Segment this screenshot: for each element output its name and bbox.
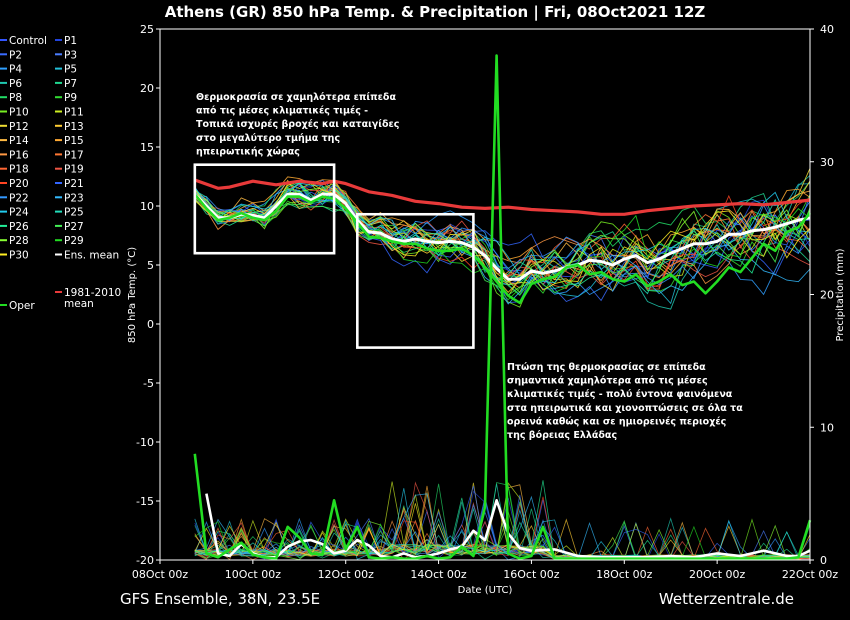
legend-label: P8 — [9, 92, 22, 104]
x-tick-label: 16Oct 00z — [503, 568, 560, 581]
y-left-tick-label: 10 — [140, 200, 154, 213]
y-left-tick-label: -5 — [143, 377, 154, 390]
legend-label: P17 — [64, 149, 84, 161]
x-tick-label: 12Oct 00z — [318, 568, 375, 581]
annotation-line: από τις μέσες κλιματικές τιμές - — [196, 106, 368, 117]
series-line — [205, 493, 811, 559]
member-precip-line — [194, 486, 811, 560]
y-left-tick-label: 0 — [147, 318, 154, 331]
annotation-text: Θερμοκρασία σε χαμηλότερα επίπεδα από τις… — [196, 92, 399, 157]
annotation-line: Τοπικά ισχυρές βροχές και καταιγίδες — [196, 119, 399, 130]
legend-label: P5 — [64, 64, 77, 76]
x-axis-label: Date (UTC) — [458, 585, 513, 596]
legend-label: Oper — [9, 300, 35, 312]
legend-label: P20 — [9, 178, 29, 190]
y-right-tick-label: 40 — [820, 23, 834, 36]
member-temp-line — [194, 182, 811, 283]
annotation-line: ηπειρωτικής χώρας — [196, 146, 300, 157]
highlight-box — [356, 212, 475, 349]
legend-label: P25 — [64, 207, 84, 219]
footer-source: GFS Ensemble, 38N, 23.5E — [120, 590, 320, 608]
y-left-tick-label: 25 — [140, 23, 154, 36]
y-left-tick-label: -20 — [136, 554, 154, 567]
footer-site: Wetterzentrale.de — [659, 590, 794, 608]
legend-label: P16 — [9, 149, 29, 161]
x-tick-label: 22Oct 00z — [782, 568, 839, 581]
annotation-line: ορεινά καθώς και σε ημιορεινές περιοχές — [507, 416, 726, 427]
plot-area — [159, 28, 812, 561]
y-left-axis-label: 850 hPa Temp. (°C) — [127, 247, 138, 343]
legend-label: P26 — [9, 221, 29, 233]
x-tick-label: 14Oct 00z — [410, 568, 467, 581]
main-series — [193, 54, 812, 561]
legend-label: P3 — [64, 49, 77, 61]
legend-label: P28 — [9, 235, 29, 247]
y-right-tick-label: 30 — [820, 156, 834, 169]
y-right-tick-label: 20 — [820, 289, 834, 302]
legend-label: P1 — [64, 35, 77, 47]
annotation-line: Θερμοκρασία σε χαμηλότερα επίπεδα — [196, 92, 396, 103]
legend-label: Control — [9, 35, 47, 47]
legend-label: P2 — [9, 49, 22, 61]
annotation-line: στο μεγαλύτερο τμήμα της — [196, 133, 340, 144]
annotations: Θερμοκρασία σε χαμηλότερα επίπεδα από τις… — [196, 92, 743, 441]
legend-label: P7 — [64, 78, 77, 90]
x-tick-label: 10Oct 00z — [225, 568, 282, 581]
series-line — [194, 178, 811, 216]
y-left-tick-label: 15 — [140, 141, 154, 154]
legend-label: P6 — [9, 78, 22, 90]
legend-label: 1981-2010 mean — [64, 287, 121, 310]
legend-label: P24 — [9, 207, 29, 219]
legend-label: P4 — [9, 64, 22, 76]
y-right-axis-label: Precipitation (mm) — [835, 248, 846, 341]
legend-label: P18 — [9, 164, 29, 176]
legend-label: P29 — [64, 235, 84, 247]
legend-label: P22 — [9, 192, 29, 204]
y-left-tick-label: 5 — [147, 259, 154, 272]
legend-label: P27 — [64, 221, 84, 233]
legend-label: P14 — [9, 135, 29, 147]
y-left-tick-label: -10 — [136, 436, 154, 449]
chart-title: Athens (GR) 850 hPa Temp. & Precipitatio… — [165, 3, 706, 22]
legend: Control P1 P2 P3 P4 P5 P6 P7 P8 P9 P10 P11 P12 P13 P14… — [0, 35, 121, 312]
legend-label: P11 — [64, 107, 84, 119]
annotation-line: κλιματικές τιμές - πολύ έντονα φαινόμενα — [507, 389, 733, 400]
annotation-line: σημαντικά χαμηλότερα από τις μέσες — [507, 376, 708, 387]
legend-label: P30 — [9, 250, 29, 262]
annotation-line: Πτώση της θερμοκρασίας σε επίπεδα — [507, 362, 706, 373]
annotation-text: Πτώση της θερμοκρασίας σε επίπεδα σημαντι… — [507, 362, 743, 441]
legend-label: P19 — [64, 164, 84, 176]
series-line — [193, 54, 812, 561]
legend-label: P9 — [64, 92, 77, 104]
highlight-box — [193, 163, 336, 255]
legend-label: P15 — [64, 135, 84, 147]
y-left-axis: 25 20 15 10 5 0 -5 -10 -15 -20 — [136, 23, 160, 567]
y-right-axis: 40 30 20 10 0 — [810, 23, 834, 567]
x-tick-label: 18Oct 00z — [596, 568, 653, 581]
x-tick-label: 20Oct 00z — [689, 568, 746, 581]
y-right-tick-label: 0 — [820, 554, 827, 567]
legend-label: P10 — [9, 107, 29, 119]
y-left-tick-label: -15 — [136, 495, 154, 508]
y-left-tick-label: 20 — [140, 82, 154, 95]
legend-label: P13 — [64, 121, 84, 133]
legend-label: P21 — [64, 178, 84, 190]
annotation-line: στα ηπειρωτικά και χιονοπτώσεις σε όλα τ… — [507, 403, 743, 414]
legend-label: P12 — [9, 121, 29, 133]
x-tick-label: 08Oct 00z — [132, 568, 189, 581]
y-right-tick-label: 10 — [820, 421, 834, 434]
legend-label: P23 — [64, 192, 84, 204]
annotation-line: της βόρειας Ελλάδας — [507, 430, 617, 441]
legend-label: Ens. mean — [64, 250, 119, 262]
x-axis: 08Oct 00z 10Oct 00z 12Oct 00z 14Oct 00z 16Oc… — [132, 560, 839, 581]
highlight-boxes — [193, 163, 475, 349]
